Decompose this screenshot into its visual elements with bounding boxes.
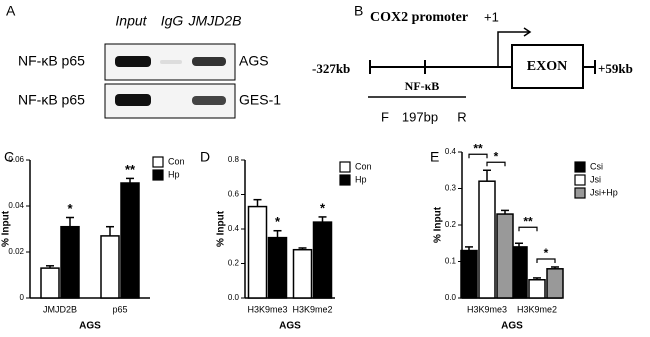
comparison-bracket	[486, 161, 506, 167]
y-tick-label: 0.02	[8, 247, 24, 256]
primer-label: R	[457, 109, 466, 124]
y-tick-label: 0.8	[228, 155, 240, 164]
y-axis-label: % Input	[216, 210, 227, 247]
x-axis-label: AGS	[501, 321, 523, 332]
bar	[100, 235, 120, 299]
bar	[267, 236, 288, 299]
significance: **	[473, 141, 483, 155]
row-label: NF-κB p65	[18, 92, 85, 108]
y-axis-label: % Input	[1, 210, 12, 247]
band	[160, 60, 182, 64]
legend-swatch	[152, 156, 164, 168]
legend-label: Hp	[355, 174, 367, 184]
significance: *	[544, 246, 549, 260]
y-tick-label: 0.0	[445, 293, 457, 302]
y-tick-label: 0.6	[228, 190, 240, 199]
bar	[247, 205, 268, 299]
start-site: +1	[484, 9, 499, 24]
x-tick-label: H3K9me3	[467, 304, 507, 314]
y-tick-label: 0.2	[228, 259, 240, 268]
y-tick-label: 0.0	[228, 293, 240, 302]
x-tick-label: JMJD2B	[43, 304, 77, 314]
legend-label: Hp	[168, 169, 180, 179]
column-label: IgG	[161, 13, 184, 29]
x-axis-label: AGS	[79, 321, 101, 332]
y-axis-label: % Input	[433, 206, 444, 243]
significance: **	[125, 162, 136, 177]
bar	[312, 221, 333, 299]
y-tick-label: 0.4	[228, 224, 240, 233]
primer-label: F	[381, 109, 389, 124]
exon-label: EXON	[527, 59, 567, 74]
column-label: Input	[115, 13, 147, 29]
significance: *	[320, 200, 326, 215]
cell-label: AGS	[239, 53, 269, 69]
legend-label: Con	[168, 156, 185, 166]
bar	[496, 213, 514, 299]
panel-label: B	[354, 3, 363, 19]
x-axis-label: AGS	[279, 321, 301, 332]
tss-arrow	[497, 31, 530, 67]
significance: *	[67, 201, 73, 216]
column-label: JMJD2B	[188, 13, 242, 29]
legend-swatch	[574, 174, 586, 186]
legend-label: Con	[355, 161, 372, 171]
bar	[60, 225, 80, 299]
y-tick-label: 0	[20, 293, 25, 302]
y-tick-label: 0.4	[445, 147, 457, 156]
significance: **	[523, 214, 533, 228]
row-label: NF-κB p65	[18, 53, 85, 69]
bar	[120, 182, 140, 299]
x-tick-label: H3K9me3	[247, 304, 287, 314]
bar	[528, 279, 546, 299]
significance: *	[275, 214, 281, 229]
panel-label: D	[200, 149, 210, 165]
comparison-bracket	[536, 258, 556, 263]
panel-label: E	[430, 149, 439, 165]
bar	[292, 248, 313, 299]
legend-swatch	[574, 161, 586, 173]
promoter-title: COX2 promoter	[370, 10, 468, 25]
legend-label: Jsi+Hp	[590, 187, 618, 197]
bar	[478, 180, 496, 299]
band	[115, 56, 151, 67]
y-tick-label: 0.06	[8, 155, 24, 164]
band	[192, 96, 226, 105]
bar	[460, 249, 478, 299]
site-label: NF-κB	[405, 79, 440, 93]
band	[115, 94, 151, 106]
y-tick-label: 0.1	[445, 257, 457, 266]
amplicon-label: 197bp	[402, 109, 438, 124]
tss-arrow-head	[523, 27, 532, 37]
left-coord: -327kb	[312, 61, 350, 76]
bar	[546, 268, 564, 299]
exon-box	[511, 44, 584, 89]
panel-label: A	[6, 3, 16, 19]
legend-label: Jsi	[590, 174, 601, 184]
right-coord: +59kb	[598, 61, 633, 76]
comparison-bracket	[468, 153, 488, 159]
y-tick-label: 0.2	[445, 220, 457, 229]
x-tick-label: H3K9me2	[292, 304, 332, 314]
bar	[40, 267, 60, 299]
legend-swatch	[152, 169, 164, 181]
legend-swatch	[574, 187, 586, 199]
legend-label: Csi	[590, 161, 603, 171]
y-tick-label: 0.3	[445, 184, 457, 193]
panel-label: C	[4, 149, 14, 165]
comparison-bracket	[518, 226, 538, 232]
band	[192, 57, 226, 66]
x-tick-label: p65	[112, 304, 127, 314]
y-tick-label: 0.04	[8, 201, 24, 210]
significance: *	[494, 149, 499, 163]
x-tick-label: H3K9me2	[517, 304, 557, 314]
legend-swatch	[339, 174, 351, 186]
cell-label: GES-1	[239, 92, 281, 108]
legend-swatch	[339, 161, 351, 173]
